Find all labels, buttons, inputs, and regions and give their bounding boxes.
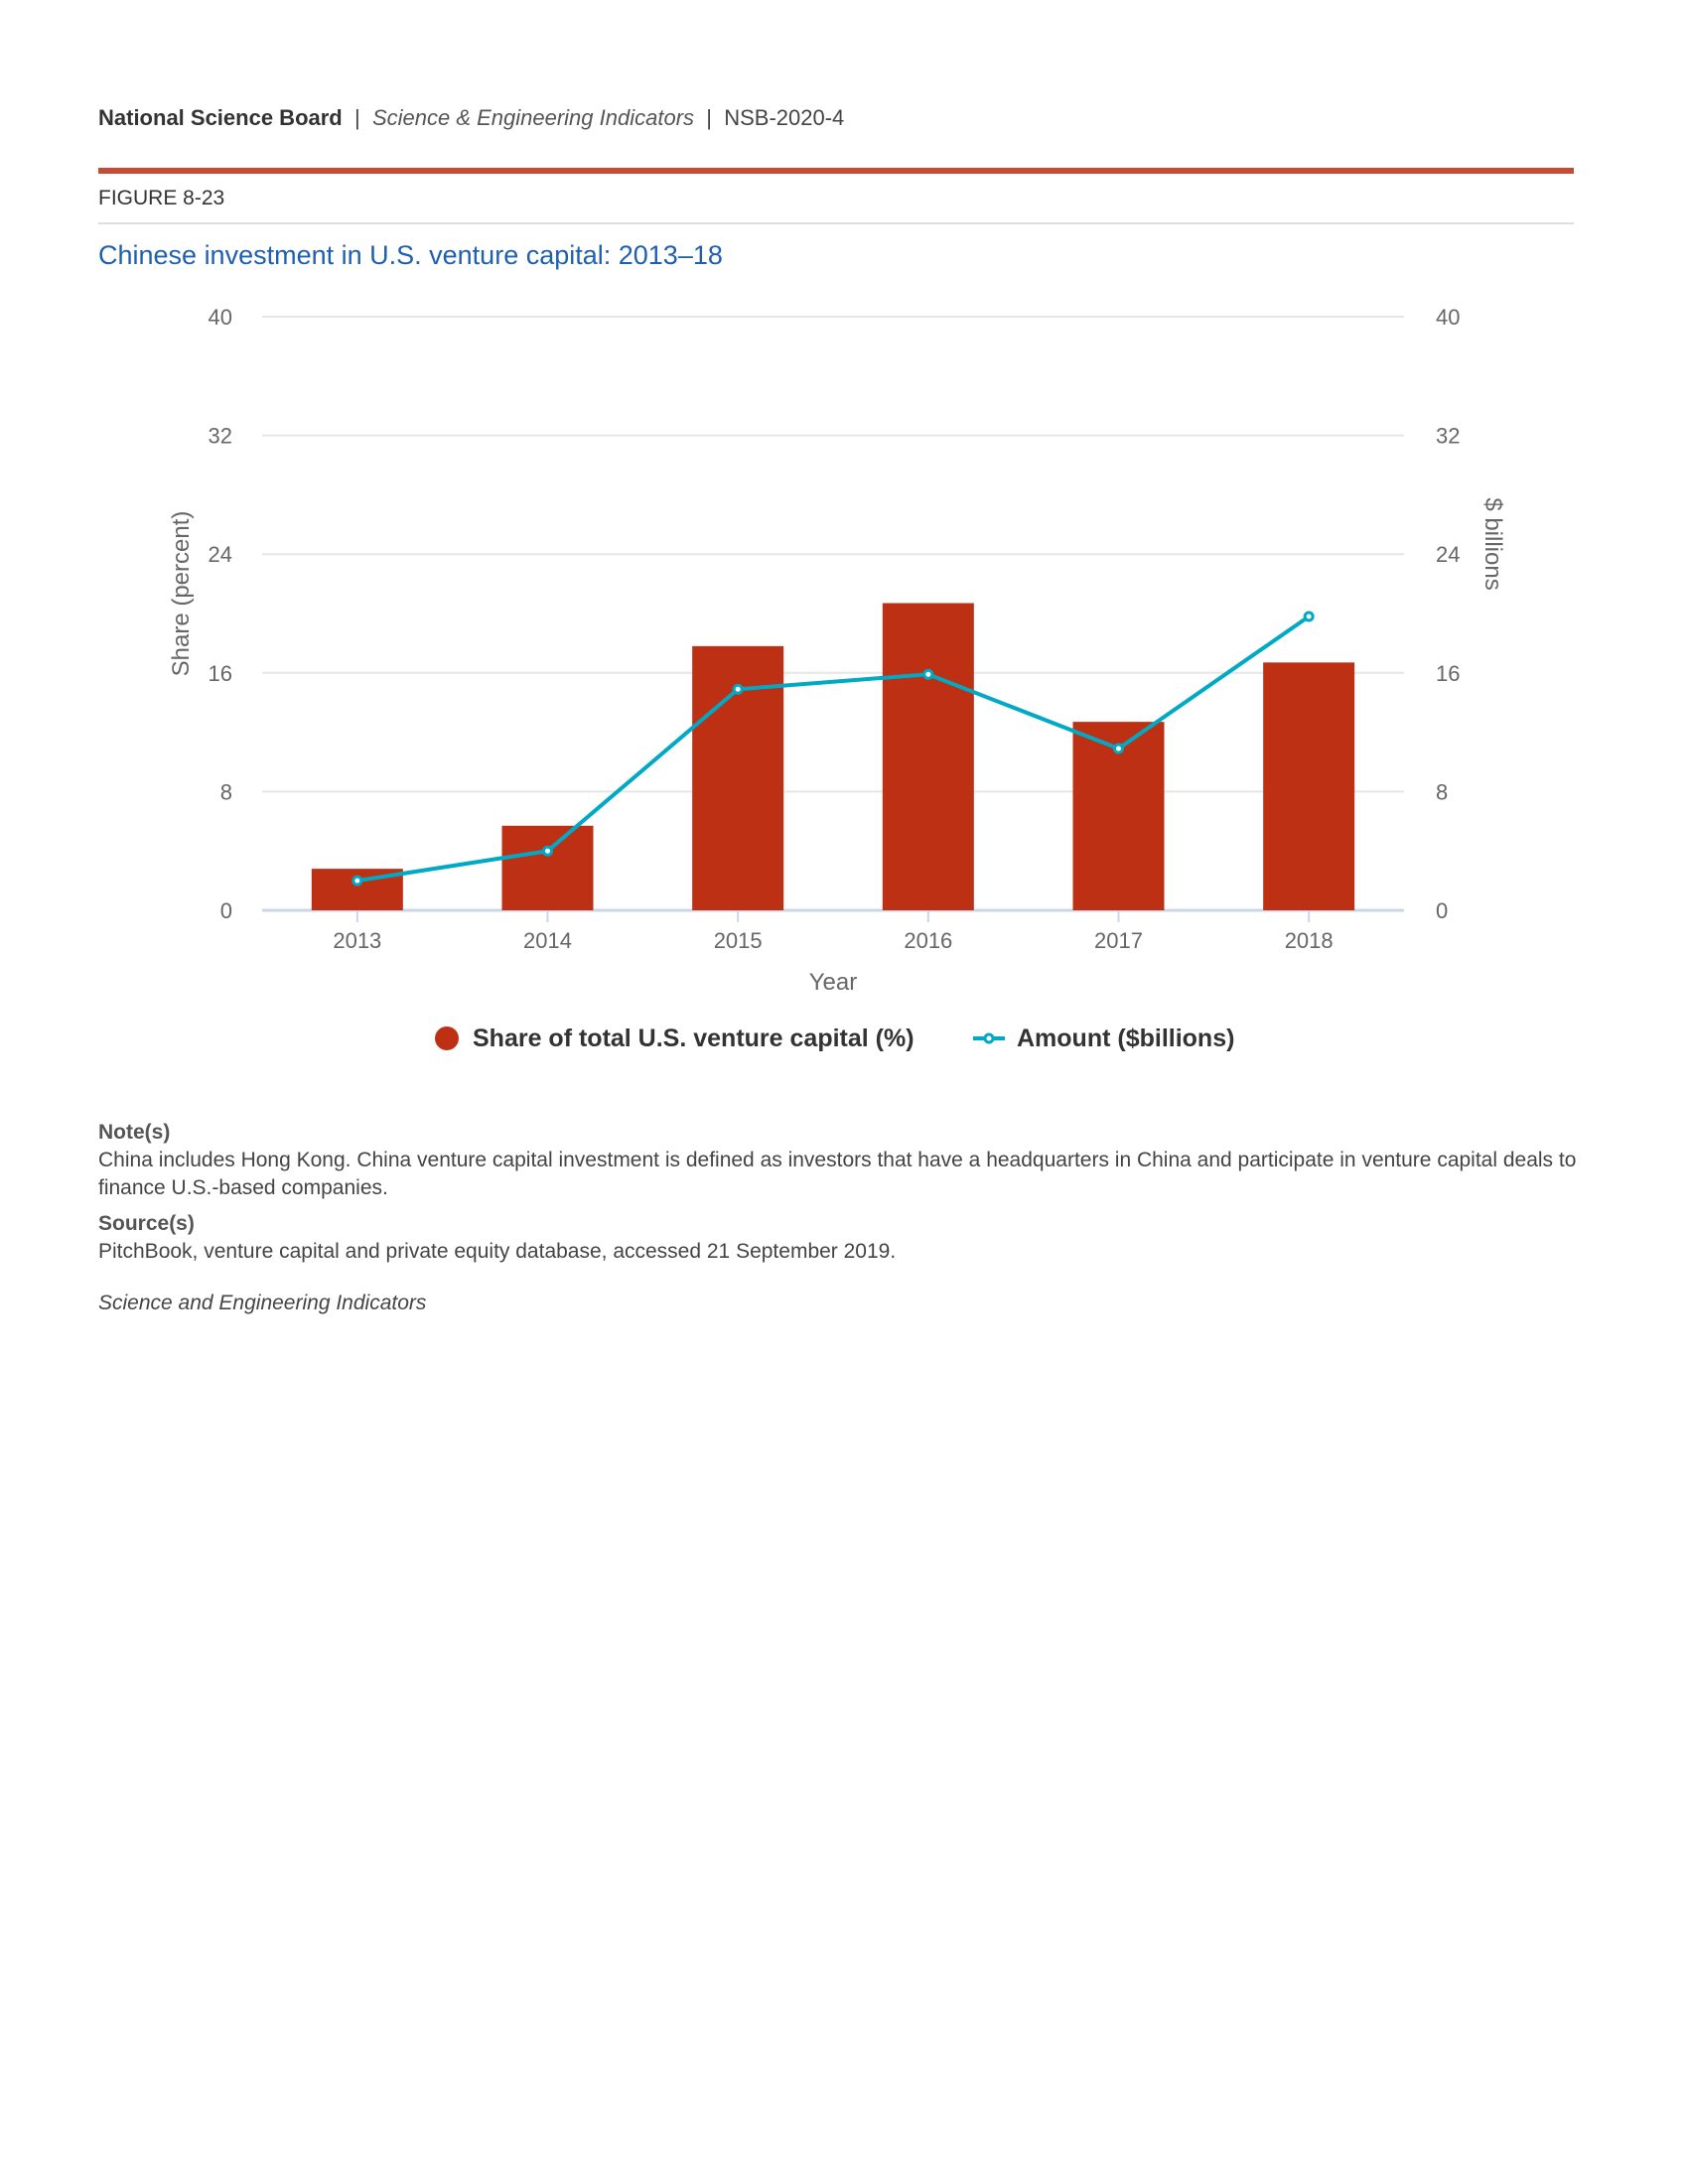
y2-tick-label: 0	[1436, 898, 1448, 923]
y-tick-label: 0	[220, 898, 232, 923]
separator: |	[353, 105, 360, 130]
legend-line-label: Amount ($billions)	[1017, 1024, 1234, 1052]
chart: 0 0 8 8 16 16 24 24 32 32 40 40 2013 2014 2015 2016 2017…	[168, 305, 1506, 1052]
legend-line-marker-icon	[983, 1032, 995, 1044]
x-tick-label: 2017	[1094, 928, 1143, 953]
divider	[98, 222, 1574, 224]
line-point	[922, 668, 934, 680]
line-point	[542, 845, 553, 857]
header-rule	[98, 168, 1574, 174]
legend-bar-label: Share of total U.S. venture capital (%)	[473, 1024, 914, 1052]
bar	[1263, 662, 1355, 910]
y2-tick-label: 8	[1436, 779, 1448, 804]
y-tick-label: 40	[209, 305, 232, 330]
y-tick-label: 32	[209, 424, 232, 449]
header: National Science Board | Science & Engin…	[98, 105, 844, 131]
y2-tick-label: 32	[1436, 424, 1460, 449]
notes-heading: Note(s)	[98, 1121, 171, 1144]
y2-axis-title: $ billions	[1479, 497, 1506, 590]
notes: Note(s) China includes Hong Kong. China …	[98, 1119, 1578, 1325]
y-tick-label: 16	[209, 661, 232, 686]
org-name: National Science Board	[98, 105, 343, 130]
x-axis-title: Year	[809, 969, 858, 996]
separator: |	[706, 105, 712, 130]
x-tick-label: 2016	[904, 928, 952, 953]
figure-label: FIGURE 8-23	[98, 187, 225, 209]
series-line	[356, 614, 1311, 884]
source-heading: Source(s)	[98, 1212, 195, 1235]
chart-title: Chinese investment in U.S. venture capit…	[98, 240, 723, 270]
y-tick-label: 24	[209, 542, 232, 567]
line-point	[732, 683, 744, 695]
x-tick-label: 2018	[1285, 928, 1334, 953]
report-id: NSB-2020-4	[724, 105, 845, 130]
y-axis-title: Share (percent)	[168, 511, 195, 677]
bar	[882, 603, 974, 910]
line-point	[352, 875, 363, 887]
y2-tick-label: 24	[1436, 542, 1460, 567]
notes-text: China includes Hong Kong. China venture …	[98, 1149, 1577, 1199]
y2-tick-label: 40	[1436, 305, 1460, 330]
y2-tick-label: 16	[1436, 661, 1460, 686]
line-point	[1303, 611, 1315, 622]
bar	[501, 825, 594, 910]
line-point	[1113, 743, 1124, 754]
series-name: Science & Engineering Indicators	[371, 105, 695, 130]
x-tick-label: 2015	[714, 928, 763, 953]
legend-bar-icon	[435, 1026, 459, 1050]
y-tick-label: 8	[220, 779, 232, 804]
source-text: PitchBook, venture capital and private e…	[98, 1240, 897, 1263]
footer-text: Science and Engineering Indicators	[98, 1292, 427, 1314]
x-tick-label: 2014	[523, 928, 572, 953]
x-tick-label: 2013	[333, 928, 381, 953]
